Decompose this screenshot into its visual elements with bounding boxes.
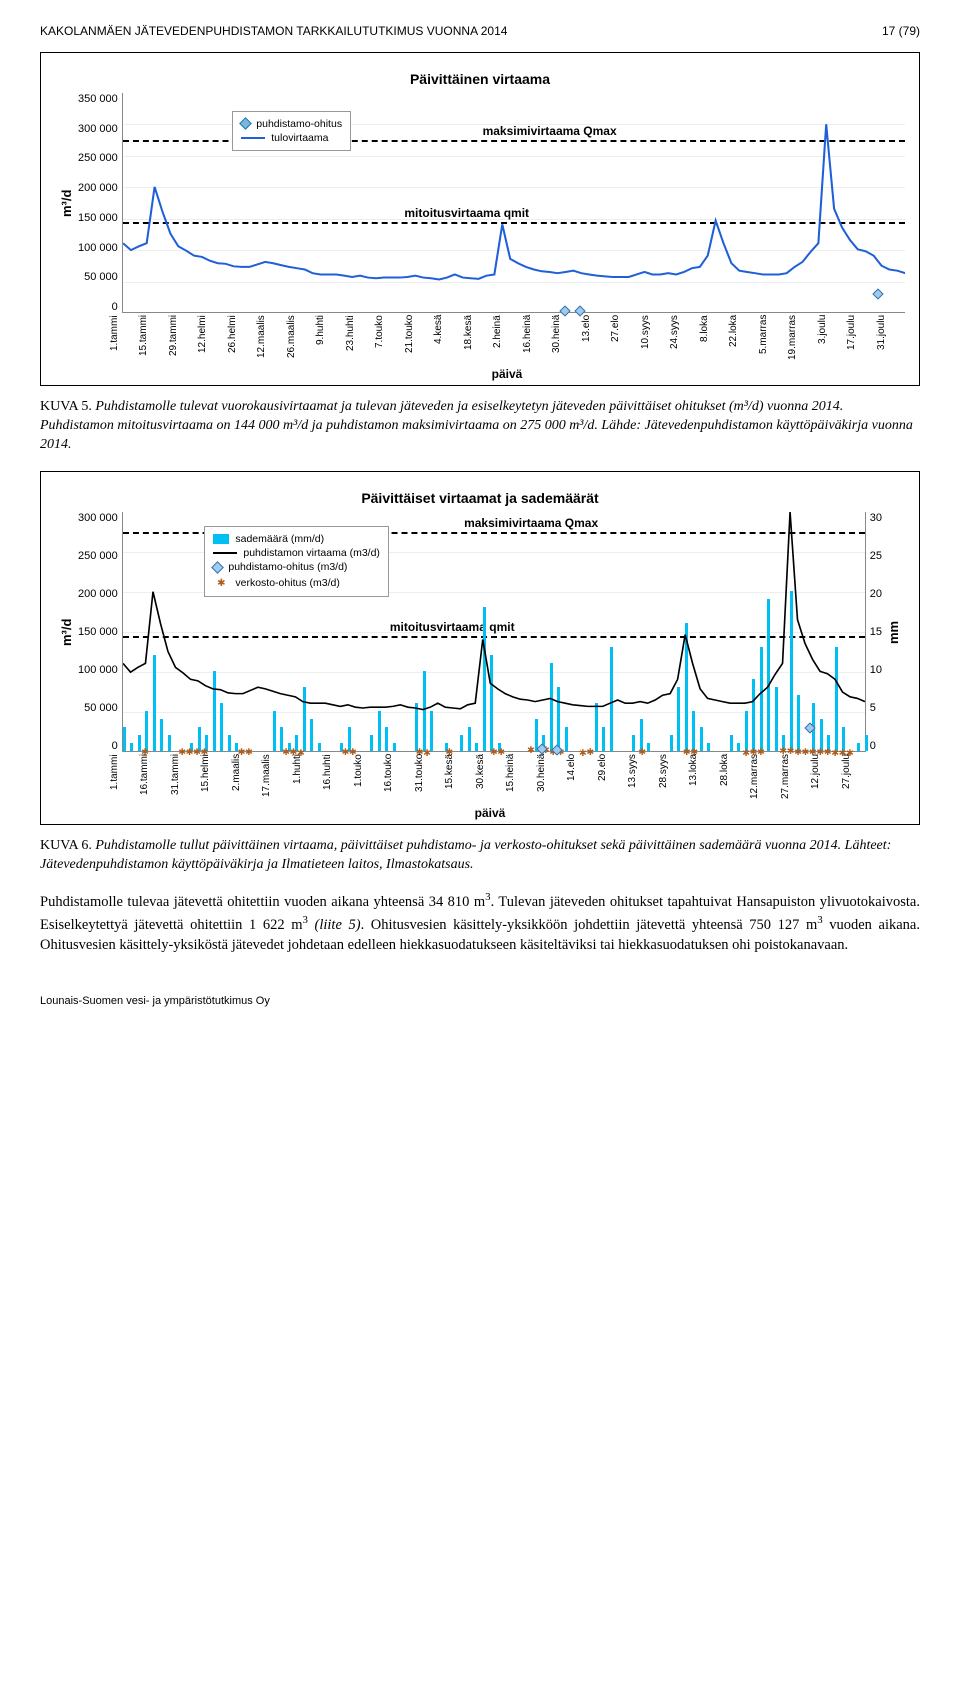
caption-1-label: KUVA 5. xyxy=(40,399,92,414)
chart-2-y-label-right: mm xyxy=(882,512,905,752)
daily-flow-chart: Päivittäinen virtaama m³/d 350 000300 00… xyxy=(55,71,905,381)
chart-2-x-ticks: 1.tammi16.tammi31.tammi15.helmi2.maalis1… xyxy=(109,754,871,804)
chart-1-y-label: m³/d xyxy=(55,93,78,313)
footer-publisher: Lounais-Suomen vesi- ja ympäristötutkimu… xyxy=(40,995,920,1007)
chart-2-box: Päivittäiset virtaamat ja sademäärät m³/… xyxy=(40,471,920,825)
caption-2-text: Puhdistamolle tullut päivittäinen virtaa… xyxy=(40,838,891,872)
caption-2: KUVA 6. Puhdistamolle tullut päivittäine… xyxy=(40,837,920,875)
chart-1-x-ticks: 1.tammi15.tammi29.tammi12.helmi26.helmi1… xyxy=(109,315,905,365)
chart-1-y-ticks: 350 000300 000250 000200 000150 000100 0… xyxy=(78,93,122,313)
chart-2-plot-area: maksimivirtaama Qmaxmitoitusvirtaama qmi… xyxy=(122,512,866,752)
chart-1-title: Päivittäinen virtaama xyxy=(55,71,905,87)
chart-2-y-ticks-left: 300 000250 000200 000150 000100 00050 00… xyxy=(78,512,122,752)
chart-1-box: Päivittäinen virtaama m³/d 350 000300 00… xyxy=(40,52,920,386)
chart-2-x-label: päivä xyxy=(109,806,871,820)
body-paragraph: Puhdistamolle tulevaa jätevettä ohitetti… xyxy=(40,890,920,955)
chart-2-y-ticks-right: 302520151050 xyxy=(866,512,882,752)
flow-and-rain-chart: Päivittäiset virtaamat ja sademäärät m³/… xyxy=(55,490,905,820)
header-title: KAKOLANMÄEN JÄTEVEDENPUHDISTAMON TARKKAI… xyxy=(40,24,507,38)
caption-1: KUVA 5. Puhdistamolle tulevat vuorokausi… xyxy=(40,398,920,455)
running-header: KAKOLANMÄEN JÄTEVEDENPUHDISTAMON TARKKAI… xyxy=(40,24,920,38)
caption-1-text: Puhdistamolle tulevat vuorokausivirtaama… xyxy=(40,399,913,452)
page-number: 17 (79) xyxy=(882,24,920,38)
chart-1-plot-area: maksimivirtaama Qmaxmitoitusvirtaama qmi… xyxy=(122,93,905,313)
chart-2-y-label-left: m³/d xyxy=(55,512,78,752)
chart-1-x-label: päivä xyxy=(109,367,905,381)
caption-2-label: KUVA 6. xyxy=(40,838,92,853)
chart-2-title: Päivittäiset virtaamat ja sademäärät xyxy=(55,490,905,506)
